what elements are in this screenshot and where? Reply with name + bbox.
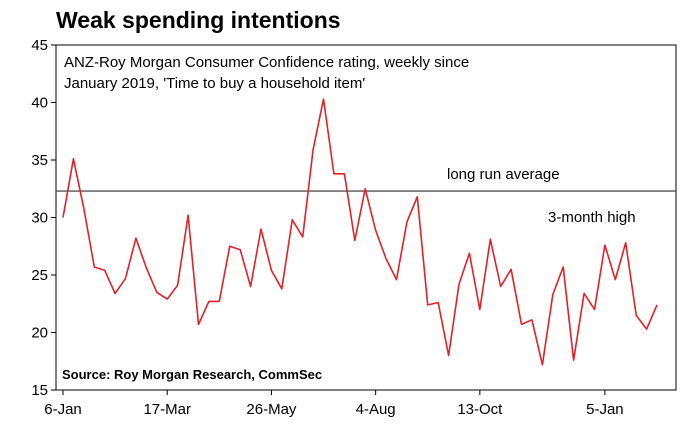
y-tick-label: 25	[31, 267, 48, 284]
x-tick-label: 5-Jan	[586, 401, 624, 418]
y-tick-label: 15	[31, 382, 48, 399]
x-tick-label: 6-Jan	[44, 401, 82, 418]
chart-subtitle-line-1: ANZ-Roy Morgan Consumer Confidence ratin…	[64, 54, 469, 71]
three-month-high-annotation: 3-month high	[548, 209, 636, 226]
chart-subtitle-line-2: January 2019, 'Time to buy a household i…	[64, 75, 365, 92]
x-tick-label: 4-Aug	[356, 401, 396, 418]
x-tick-label: 26-May	[246, 401, 297, 418]
long-run-average-label: long run average	[447, 166, 560, 183]
y-tick-label: 20	[31, 325, 48, 342]
x-tick-label: 17-Mar	[143, 401, 191, 418]
y-tick-label: 40	[31, 95, 48, 112]
source-note: Source: Roy Morgan Research, CommSec	[62, 367, 322, 382]
plot-frame	[55, 44, 677, 391]
x-tick-label: 13-Oct	[457, 401, 503, 418]
y-axis: 15 20 25 30 35 40 45	[31, 37, 56, 399]
y-tick-label: 45	[31, 37, 48, 54]
y-tick-label: 35	[31, 152, 48, 169]
y-tick-label: 30	[31, 210, 48, 227]
chart-title: Weak spending intentions	[56, 7, 341, 33]
x-axis: 6-Jan 17-Mar 26-May 4-Aug 13-Oct 5-Jan	[44, 390, 624, 418]
series-line	[62, 98, 658, 366]
